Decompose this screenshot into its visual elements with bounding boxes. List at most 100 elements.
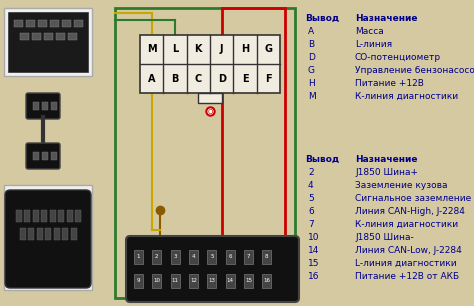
Text: O: O (207, 109, 213, 115)
Bar (67, 210, 73, 222)
Text: Вывод: Вывод (305, 14, 339, 23)
FancyBboxPatch shape (26, 93, 60, 119)
Bar (50, 210, 56, 222)
Text: 5: 5 (308, 194, 314, 203)
Bar (38, 20, 47, 27)
Text: Заземление кузова: Заземление кузова (355, 181, 447, 190)
Text: 4: 4 (308, 181, 314, 190)
FancyBboxPatch shape (26, 143, 60, 169)
Text: H: H (241, 44, 249, 54)
Bar (244, 274, 253, 288)
Bar (222, 8, 285, 298)
Text: M: M (308, 92, 316, 101)
Text: C: C (195, 73, 202, 84)
Text: Линия CAN-Low, J-2284: Линия CAN-Low, J-2284 (355, 246, 462, 255)
Bar (28, 228, 35, 240)
Text: F: F (265, 73, 272, 84)
Bar (42, 210, 47, 222)
Text: A: A (148, 73, 155, 84)
Bar (71, 228, 77, 240)
Text: E: E (242, 73, 248, 84)
Text: 15: 15 (245, 278, 252, 283)
Bar (244, 250, 253, 264)
Bar (37, 228, 43, 240)
Bar (189, 250, 198, 264)
Text: 7: 7 (308, 220, 314, 229)
Text: 16: 16 (308, 272, 319, 281)
Bar (4, 185, 92, 290)
Bar (20, 228, 26, 240)
Text: 1: 1 (137, 255, 140, 259)
Text: Линия CAN-High, J-2284: Линия CAN-High, J-2284 (355, 207, 465, 216)
Bar (152, 274, 161, 288)
Text: M: M (147, 44, 156, 54)
Bar (171, 274, 180, 288)
Bar (198, 93, 222, 103)
Text: 9: 9 (137, 278, 140, 283)
Bar (207, 250, 216, 264)
Bar (134, 274, 143, 288)
Text: 7: 7 (247, 255, 250, 259)
Bar (152, 250, 161, 264)
Text: Управление бензонасосом: Управление бензонасосом (355, 66, 474, 75)
Text: Вывод: Вывод (305, 155, 339, 164)
Text: D: D (308, 53, 315, 62)
Bar (51, 152, 57, 160)
Text: 10: 10 (308, 233, 319, 242)
Text: Питание +12В от АКБ: Питание +12В от АКБ (355, 272, 459, 281)
FancyBboxPatch shape (126, 236, 299, 302)
Text: 2: 2 (308, 168, 314, 177)
Bar (20, 95, 68, 165)
Bar (68, 33, 77, 40)
Bar (8, 12, 88, 72)
Text: Питание +12В: Питание +12В (355, 79, 424, 88)
Bar (56, 33, 65, 40)
Text: L: L (172, 44, 178, 54)
Bar (33, 152, 39, 160)
Text: K: K (195, 44, 202, 54)
Text: 8: 8 (265, 255, 269, 259)
Bar (32, 33, 41, 40)
Bar (62, 20, 71, 27)
Text: D: D (218, 73, 226, 84)
Bar (46, 228, 52, 240)
Bar (33, 210, 39, 222)
Text: L-линия диагностики: L-линия диагностики (355, 259, 456, 268)
Bar (226, 274, 235, 288)
Text: J: J (220, 44, 223, 54)
Text: H: H (308, 79, 315, 88)
Text: Сигнальное заземление: Сигнальное заземление (355, 194, 471, 203)
Bar (33, 102, 39, 110)
Bar (54, 228, 60, 240)
Text: 3: 3 (173, 255, 177, 259)
Text: 10: 10 (153, 278, 160, 283)
Bar (58, 210, 64, 222)
Bar (189, 274, 198, 288)
Text: К-линия диагностики: К-линия диагностики (355, 92, 458, 101)
Bar (74, 20, 83, 27)
Bar (42, 152, 48, 160)
Text: L-линия: L-линия (355, 40, 392, 49)
Bar (44, 33, 53, 40)
Text: Назначение: Назначение (355, 155, 418, 164)
Text: J1850 Шина-: J1850 Шина- (355, 233, 414, 242)
Bar (63, 228, 69, 240)
Bar (207, 274, 216, 288)
Text: Назначение: Назначение (355, 14, 418, 23)
Text: 11: 11 (172, 278, 179, 283)
Text: 2: 2 (155, 255, 159, 259)
Bar (16, 210, 22, 222)
Bar (26, 20, 35, 27)
Bar (262, 274, 271, 288)
Bar (134, 250, 143, 264)
Bar (14, 20, 23, 27)
Text: Масса: Масса (355, 27, 384, 36)
Text: К-линия диагностики: К-линия диагностики (355, 220, 458, 229)
Bar (42, 102, 48, 110)
FancyBboxPatch shape (5, 190, 91, 288)
Text: G: G (264, 44, 273, 54)
Bar (25, 210, 30, 222)
Bar (50, 20, 59, 27)
Bar (140, 35, 280, 93)
Bar (51, 102, 57, 110)
